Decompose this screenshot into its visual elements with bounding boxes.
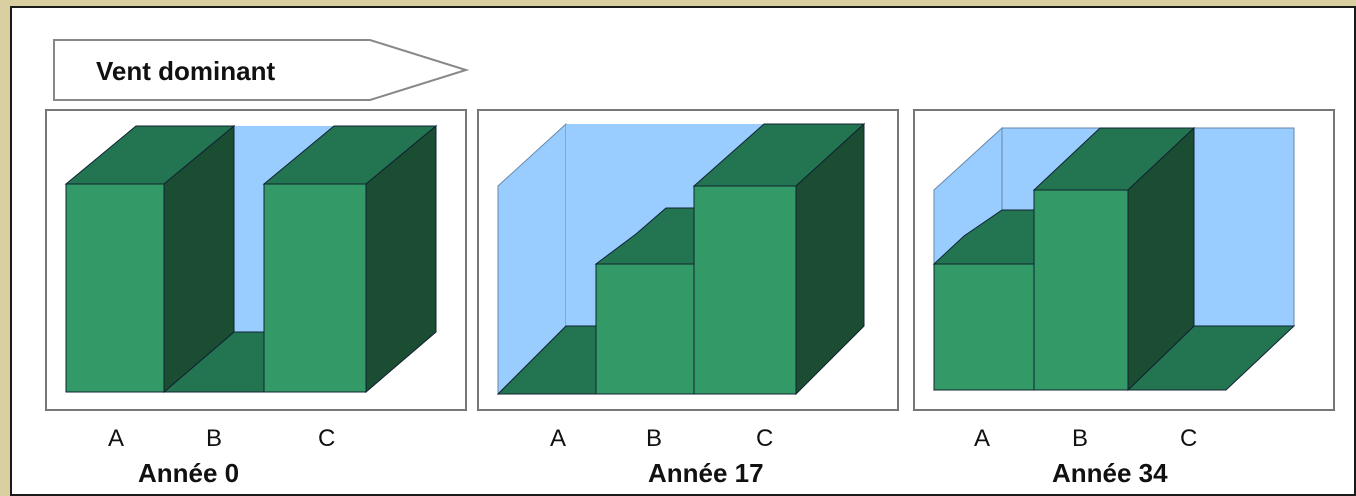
- label-a: A: [550, 425, 566, 452]
- panel-frame-17: [477, 109, 899, 411]
- label-a: A: [974, 425, 990, 452]
- panel-year-0: [64, 124, 438, 394]
- panel-year-17: [496, 122, 866, 396]
- block-b-front: [1033, 189, 1129, 391]
- year-label: Année 0: [138, 458, 239, 488]
- year-label: Année 34: [1052, 458, 1168, 488]
- wind-arrow: Vent dominant: [53, 39, 470, 101]
- label-a: A: [108, 425, 124, 452]
- label-c: C: [318, 425, 335, 452]
- panel-frame-34: [913, 109, 1335, 411]
- label-b: B: [206, 425, 222, 452]
- year-label: Année 17: [648, 458, 764, 488]
- wind-arrow-shape: [53, 39, 470, 101]
- block-a-front: [933, 263, 1035, 391]
- block-c-front: [693, 185, 797, 395]
- label-b: B: [646, 425, 662, 452]
- block-a-front: [65, 183, 165, 393]
- panel-year-34: [932, 126, 1296, 392]
- panel-frame-0: [45, 109, 467, 411]
- label-c: C: [756, 425, 773, 452]
- wind-label: Vent dominant: [96, 56, 275, 86]
- label-c: C: [1180, 425, 1197, 452]
- label-b: B: [1072, 425, 1088, 452]
- block-b-front: [595, 263, 695, 395]
- block-c-front: [263, 183, 367, 393]
